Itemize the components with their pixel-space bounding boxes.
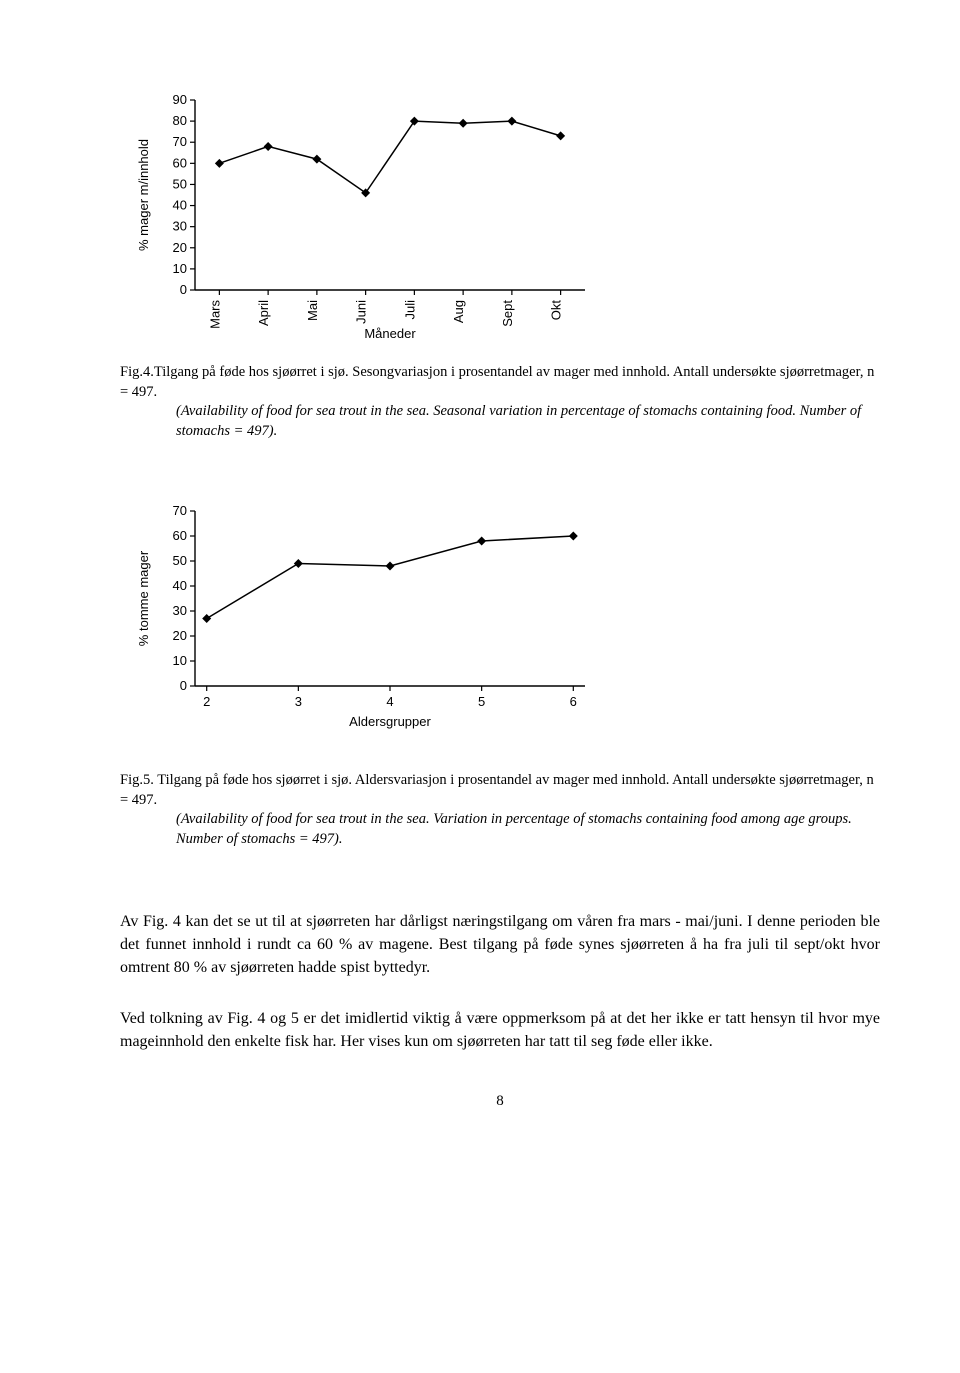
- caption-prefix: Fig.5.: [120, 772, 154, 788]
- svg-text:30: 30: [173, 219, 187, 234]
- svg-text:Okt: Okt: [549, 300, 564, 321]
- figure-5-caption: Fig.5. Tilgang på føde hos sjøørret i sj…: [120, 771, 880, 849]
- svg-text:Mai: Mai: [305, 300, 320, 321]
- svg-text:10: 10: [173, 261, 187, 276]
- figure-4-caption: Fig.4.Tilgang på føde hos sjøørret i sjø…: [120, 363, 880, 441]
- svg-text:Mars: Mars: [207, 300, 222, 329]
- svg-text:70: 70: [173, 134, 187, 149]
- svg-text:20: 20: [173, 628, 187, 643]
- svg-text:% tomme mager: % tomme mager: [136, 550, 151, 646]
- page-number: 8: [120, 1093, 880, 1110]
- body-paragraph-2: Ved tolkning av Fig. 4 og 5 er det imidl…: [120, 1007, 880, 1053]
- svg-text:Juli: Juli: [402, 300, 417, 320]
- svg-text:60: 60: [173, 155, 187, 170]
- caption-italic: (Availability of food for sea trout in t…: [176, 403, 861, 439]
- svg-text:50: 50: [173, 176, 187, 191]
- svg-text:5: 5: [478, 694, 485, 709]
- svg-text:% mager m/innhold: % mager m/innhold: [136, 139, 151, 251]
- svg-text:70: 70: [173, 503, 187, 518]
- svg-text:0: 0: [180, 282, 187, 297]
- caption-main: Tilgang på føde hos sjøørret i sjø. Alde…: [120, 772, 874, 808]
- body-paragraph-1: Av Fig. 4 kan det se ut til at sjøørrete…: [120, 910, 880, 980]
- svg-text:10: 10: [173, 653, 187, 668]
- svg-text:Sept: Sept: [500, 300, 515, 327]
- figure-5-chart: 0 10 20 30 40 50 60 70 2 3 4 5 6 % tomme mager Aldersg…: [130, 501, 880, 741]
- svg-text:4: 4: [386, 694, 393, 709]
- svg-text:Aldersgrupper: Aldersgrupper: [349, 714, 431, 729]
- svg-text:20: 20: [173, 240, 187, 255]
- svg-text:30: 30: [173, 603, 187, 618]
- svg-text:2: 2: [203, 694, 210, 709]
- svg-text:6: 6: [570, 694, 577, 709]
- svg-text:60: 60: [173, 528, 187, 543]
- svg-text:Juni: Juni: [354, 300, 369, 324]
- svg-text:80: 80: [173, 113, 187, 128]
- svg-text:50: 50: [173, 553, 187, 568]
- svg-text:3: 3: [295, 694, 302, 709]
- caption-prefix: Fig.4.: [120, 364, 154, 380]
- caption-italic: (Availability of food for sea trout in t…: [176, 811, 852, 847]
- caption-main: Tilgang på føde hos sjøørret i sjø. Seso…: [120, 364, 874, 400]
- svg-text:April: April: [256, 300, 271, 326]
- svg-text:40: 40: [173, 578, 187, 593]
- svg-text:0: 0: [180, 678, 187, 693]
- figure-4-chart: 0 10 20 30 40 50 60 70 80 90 Mars April Mai Juni Juli A…: [130, 90, 880, 345]
- svg-text:Måneder: Måneder: [364, 326, 416, 341]
- svg-text:90: 90: [173, 92, 187, 107]
- svg-text:40: 40: [173, 198, 187, 213]
- svg-text:Aug: Aug: [451, 300, 466, 323]
